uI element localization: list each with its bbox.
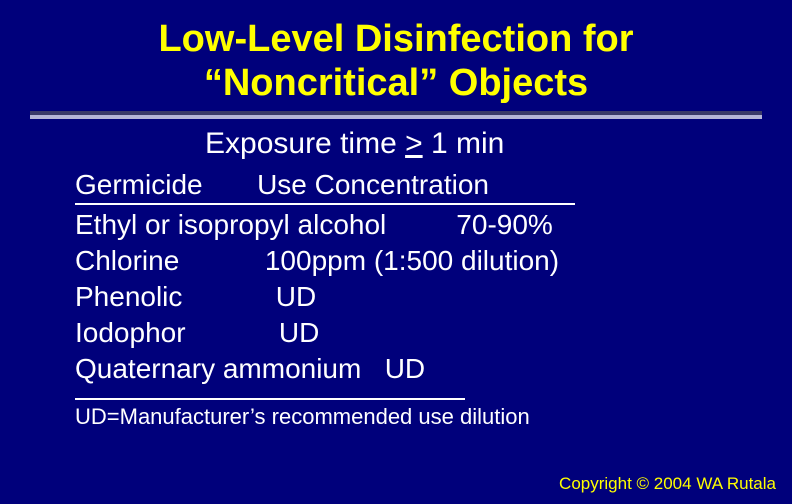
cell-concentration: 100ppm (1:500 dilution) — [265, 245, 559, 276]
table-row: Quaternary ammonium UD — [75, 351, 722, 387]
cell-germicide: Iodophor — [75, 317, 186, 348]
cell-germicide: Chlorine — [75, 245, 179, 276]
exposure-operator: > — [405, 127, 423, 160]
slide: Low-Level Disinfection for “Noncritical”… — [0, 0, 792, 504]
cell-germicide: Ethyl or isopropyl alcohol — [75, 209, 386, 240]
germicide-table: Germicide Use Concentration Ethyl or iso… — [75, 167, 722, 386]
title-line-1: Low-Level Disinfection for — [158, 18, 633, 60]
slide-title: Low-Level Disinfection for “Noncritical”… — [0, 0, 792, 111]
copyright: Copyright © 2004 WA Rutala — [559, 474, 776, 494]
content-area: Exposure time > 1 min Germicide Use Conc… — [0, 119, 792, 430]
exposure-line: Exposure time > 1 min — [75, 127, 722, 161]
col-germicide: Germicide — [75, 169, 203, 200]
footnote-rule — [75, 398, 465, 400]
exposure-suffix: 1 min — [423, 127, 505, 160]
title-rule — [0, 111, 792, 119]
footnote: UD=Manufacturer’s recommended use diluti… — [75, 404, 722, 430]
table-row: Iodophor UD — [75, 315, 722, 351]
table-row: Chlorine 100ppm (1:500 dilution) — [75, 243, 722, 279]
title-line-2: “Noncritical” Objects — [204, 62, 588, 104]
cell-concentration: UD — [279, 317, 319, 348]
cell-concentration: 70-90% — [456, 209, 553, 240]
exposure-prefix: Exposure time — [205, 127, 405, 160]
cell-concentration: UD — [276, 281, 316, 312]
table-row: Ethyl or isopropyl alcohol 70-90% — [75, 207, 722, 243]
table-header: Germicide Use Concentration — [75, 167, 722, 207]
col-concentration: Use Concentration — [257, 169, 489, 200]
cell-concentration: UD — [385, 353, 425, 384]
cell-germicide: Phenolic — [75, 281, 182, 312]
table-row: Phenolic UD — [75, 279, 722, 315]
cell-germicide: Quaternary ammonium — [75, 353, 361, 384]
